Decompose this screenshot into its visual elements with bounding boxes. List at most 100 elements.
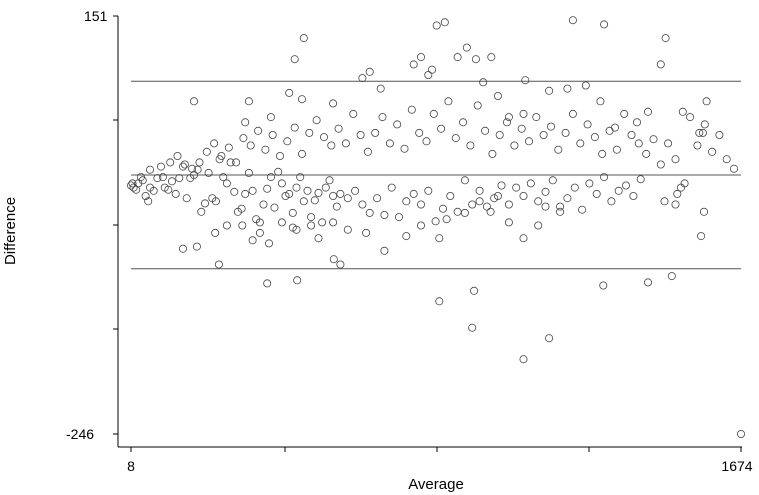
data-point [211, 228, 220, 237]
data-point [644, 107, 653, 116]
data-point [435, 297, 444, 306]
data-point [332, 202, 341, 211]
data-point [649, 135, 658, 144]
data-point [440, 18, 449, 27]
data-point [486, 207, 495, 216]
data-point [708, 147, 717, 156]
data-point [678, 107, 687, 116]
data-point [576, 139, 585, 148]
data-point [292, 225, 301, 234]
data-point [521, 76, 530, 85]
data-point [296, 173, 305, 182]
data-point [167, 177, 176, 186]
data-point [204, 168, 213, 177]
data-point [312, 116, 321, 125]
data-point [310, 196, 319, 205]
data-point [274, 167, 283, 176]
data-point [431, 217, 440, 226]
data-point [642, 149, 651, 158]
data-point [446, 191, 455, 200]
data-point [636, 175, 645, 184]
data-point [192, 242, 201, 251]
data-point [700, 120, 709, 129]
data-point [622, 181, 631, 190]
data-point [481, 126, 490, 135]
data-point [422, 137, 431, 146]
data-point [633, 118, 642, 127]
data-point [698, 128, 707, 137]
data-point [429, 109, 438, 118]
data-point [222, 179, 231, 188]
data-point [175, 174, 184, 183]
data-point [598, 149, 607, 158]
data-point [442, 215, 451, 224]
data-point [299, 34, 308, 43]
data-point [365, 67, 374, 76]
data-point [424, 186, 433, 195]
data-point [479, 78, 488, 87]
data-point [526, 179, 535, 188]
data-point [263, 184, 272, 193]
data-point [254, 126, 263, 135]
data-point [358, 74, 367, 83]
data-point [288, 208, 297, 217]
data-point [329, 99, 338, 108]
data-point [415, 128, 424, 137]
data-point [329, 255, 338, 264]
data-point [394, 213, 403, 222]
data-point [686, 113, 695, 122]
data-point [153, 174, 162, 183]
data-point [620, 109, 629, 118]
data-point [270, 203, 279, 212]
data-point [460, 176, 469, 185]
data-point [468, 323, 477, 332]
data-point [255, 228, 264, 237]
data-point [451, 134, 460, 143]
data-point [371, 128, 380, 137]
data-point [376, 84, 385, 93]
data-point [519, 355, 528, 364]
data-point [241, 189, 250, 198]
data-point [189, 97, 198, 106]
data-point [297, 149, 306, 158]
data-point [329, 218, 338, 227]
data-point [453, 53, 462, 62]
data-point [239, 134, 248, 143]
data-point [230, 187, 239, 196]
data-point [129, 183, 138, 192]
data-point [400, 144, 409, 153]
data-point [554, 145, 563, 154]
data-point [697, 232, 706, 241]
data-point [512, 183, 521, 192]
data-point [266, 173, 275, 182]
data-point [673, 189, 682, 198]
data-point [178, 244, 187, 253]
data-points [127, 16, 746, 438]
data-point [416, 200, 425, 209]
data-point [349, 109, 358, 118]
data-point [210, 139, 219, 148]
data-point [266, 113, 275, 122]
data-point [656, 160, 665, 169]
data-point [611, 123, 620, 132]
data-point [277, 218, 286, 227]
data-point [180, 160, 189, 169]
data-point [460, 208, 469, 217]
data-point [660, 197, 669, 206]
data-point [327, 141, 336, 150]
data-point [341, 139, 350, 148]
data-point [402, 197, 411, 206]
data-point [671, 155, 680, 164]
data-point [128, 179, 137, 188]
data-point [393, 120, 402, 129]
data-point [217, 151, 226, 160]
data-point [141, 191, 150, 200]
data-point [314, 234, 323, 243]
data-point [700, 207, 709, 216]
data-point [737, 429, 746, 438]
data-point [600, 173, 609, 182]
data-point [378, 113, 387, 122]
data-point [667, 272, 676, 281]
data-point [297, 95, 306, 104]
data-point [664, 139, 673, 148]
